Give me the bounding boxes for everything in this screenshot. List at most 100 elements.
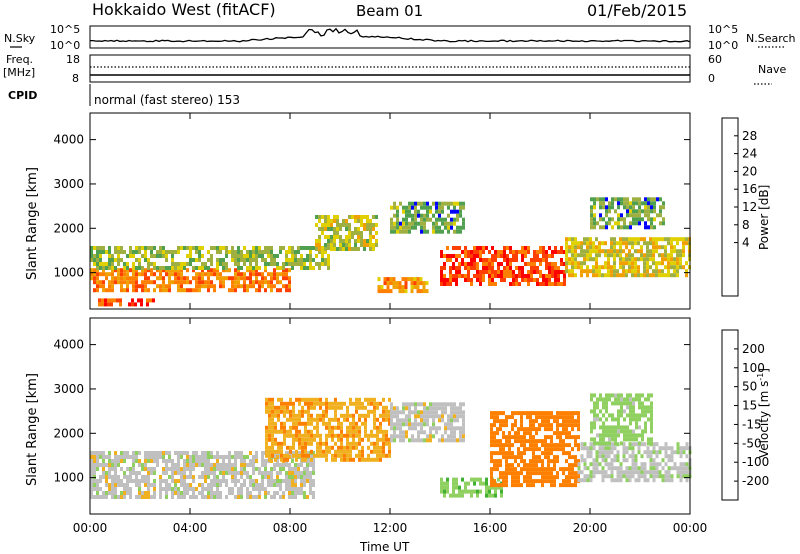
heatmap-cell	[388, 409, 391, 414]
heatmap-cell	[285, 268, 288, 273]
heatmap-cell	[198, 475, 201, 479]
heatmap-cell	[649, 454, 653, 459]
heatmap-cell	[456, 426, 459, 431]
heatmap-cell	[279, 487, 282, 491]
heatmap-cell	[327, 239, 330, 243]
heatmap-cell	[632, 401, 635, 406]
heatmap-cell	[358, 429, 361, 434]
heatmap-cell	[90, 463, 93, 467]
heatmap-cell	[682, 245, 685, 250]
heatmap-cell	[653, 209, 656, 214]
heatmap-cell	[446, 282, 449, 286]
heatmap-cell	[192, 487, 195, 491]
heatmap-cell	[658, 273, 661, 278]
heatmap-cell	[619, 245, 622, 250]
heatmap-cell	[195, 463, 198, 467]
heatmap-cell	[99, 280, 102, 285]
heatmap-cell	[204, 284, 207, 289]
heatmap-cell	[147, 262, 150, 266]
heatmap-cell	[116, 298, 119, 303]
heatmap-cell	[508, 415, 511, 420]
heatmap-cell	[523, 479, 526, 484]
heatmap-cell	[144, 250, 147, 254]
heatmap-cell	[499, 411, 502, 416]
heatmap-cell	[316, 449, 319, 454]
heatmap-cell	[377, 289, 381, 294]
heatmap-cell	[414, 406, 417, 411]
heatmap-cell	[532, 463, 535, 468]
heatmap-cell	[632, 429, 635, 434]
heatmap-cell	[225, 483, 228, 487]
heatmap-cell	[237, 491, 240, 495]
heatmap-cell	[641, 429, 644, 434]
heatmap-cell	[273, 467, 276, 471]
heatmap-cell	[632, 217, 635, 222]
heatmap-cell	[291, 495, 294, 499]
heatmap-cell	[279, 266, 282, 270]
heatmap-cell	[183, 276, 186, 281]
heatmap-cell	[288, 479, 291, 483]
heatmap-cell	[231, 491, 234, 495]
heatmap-cell	[370, 441, 373, 446]
heatmap-cell	[631, 237, 634, 242]
heatmap-cell	[147, 467, 150, 471]
heatmap-cell	[580, 458, 584, 463]
heatmap-cell	[135, 276, 138, 281]
heatmap-cell	[171, 495, 174, 499]
heatmap-cell	[228, 471, 231, 475]
heatmap-cell	[524, 262, 527, 266]
heatmap-cell	[319, 417, 322, 422]
heatmap-cell	[228, 250, 231, 254]
heatmap-cell	[455, 278, 458, 282]
heatmap-cell	[291, 467, 294, 471]
heatmap-cell	[126, 455, 129, 459]
heatmap-cell	[386, 285, 390, 290]
heatmap-cell	[583, 257, 586, 262]
heatmap-cell	[96, 254, 99, 258]
heatmap-cell	[602, 397, 605, 402]
heatmap-cell	[601, 241, 604, 246]
heatmap-cell	[213, 491, 216, 495]
heatmap-cell	[559, 431, 562, 436]
heatmap-cell	[453, 205, 456, 210]
heatmap-cell	[355, 441, 358, 446]
x-tick-label: 08:00	[273, 521, 308, 535]
heatmap-cell	[312, 479, 315, 483]
heatmap-cell	[363, 227, 366, 231]
heatmap-cell	[270, 254, 273, 258]
heatmap-cell	[268, 437, 271, 442]
heatmap-cell	[444, 221, 447, 226]
heatmap-cell	[283, 413, 286, 418]
heatmap-cell	[258, 246, 261, 250]
heatmap-cell	[210, 463, 213, 467]
heatmap-cell	[635, 201, 638, 206]
heatmap-cell	[629, 437, 632, 442]
heatmap-cell	[493, 423, 496, 428]
heatmap-cell	[265, 445, 268, 450]
heatmap-cell	[357, 215, 360, 219]
heatmap-cell	[246, 258, 249, 262]
heatmap-cell	[628, 466, 632, 471]
heatmap-cell	[138, 471, 141, 475]
heatmap-cell	[647, 197, 650, 202]
heatmap-cell	[291, 262, 294, 266]
heatmap-cell	[292, 441, 295, 446]
heatmap-cell	[514, 467, 517, 472]
heatmap-cell	[641, 401, 644, 406]
heatmap-cell	[526, 415, 529, 420]
heatmap-cell	[304, 453, 307, 458]
heatmap-cell	[619, 470, 623, 475]
heatmap-cell	[108, 467, 111, 471]
heatmap-cell	[168, 276, 171, 281]
heatmap-cell	[261, 475, 264, 479]
heatmap-cell	[180, 280, 183, 285]
heatmap-cell	[98, 298, 101, 303]
heatmap-cell	[456, 438, 459, 443]
heatmap-cell	[385, 405, 388, 410]
heatmap-cell	[310, 429, 313, 434]
heatmap-cell	[276, 288, 279, 293]
heatmap-cell	[345, 235, 348, 239]
heatmap-cell	[343, 401, 346, 406]
colorbar-tick-label: -15	[742, 417, 762, 431]
heatmap-cell	[343, 413, 346, 418]
